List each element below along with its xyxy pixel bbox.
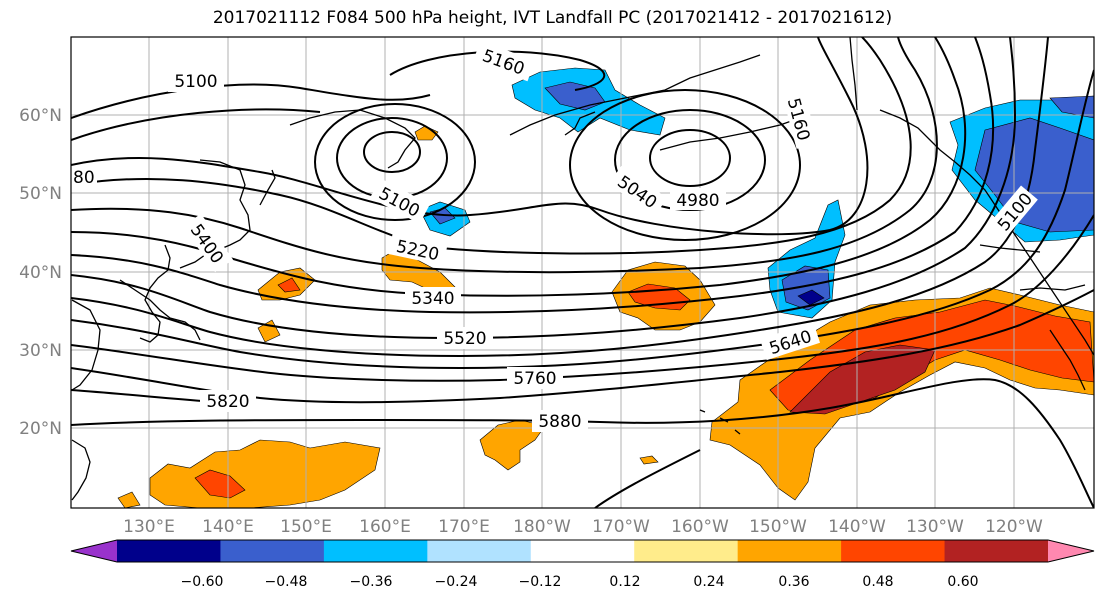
colorbar-tick-label: 0.12 xyxy=(609,574,640,590)
colorbar-segment xyxy=(841,540,946,562)
map-plot-area: 5100 5160 4980 5040 5100 5220 5400 5340 … xyxy=(71,37,1094,508)
latitude-labels: 60°N 50°N 40°N 30°N 20°N xyxy=(19,106,62,439)
contour-label: 5340 xyxy=(411,289,454,309)
lon-label: 160°E xyxy=(359,517,411,537)
lon-label: 180°W xyxy=(513,517,571,537)
map-frame xyxy=(70,36,1095,509)
colorbar-tick-label: −0.48 xyxy=(265,574,308,590)
colorbar-outline xyxy=(70,539,1095,563)
colorbar: −0.60 −0.48 −0.36 −0.24 −0.12 0.12 0.24 … xyxy=(70,539,1095,590)
longitude-labels: 130°E 140°E 150°E 160°E 170°E 180°W 170°… xyxy=(123,517,1043,537)
lon-label: 140°E xyxy=(202,517,254,537)
colorbar-tick-label: −0.60 xyxy=(181,574,224,590)
colorbar-ticks: −0.60 −0.48 −0.36 −0.24 −0.12 0.12 0.24 … xyxy=(181,574,979,590)
contour-label: 5880 xyxy=(538,412,581,432)
colorbar-segment xyxy=(323,540,428,562)
lon-label: 130°W xyxy=(906,517,964,537)
colorbar-segment xyxy=(737,540,842,562)
contour-label: 5100 xyxy=(174,72,217,92)
colorbar-tick-label: −0.36 xyxy=(350,574,393,590)
lon-label: 130°E xyxy=(123,517,175,537)
lon-label: 170°W xyxy=(592,517,650,537)
lon-label: 160°W xyxy=(671,517,729,537)
colorbar-extend-max xyxy=(1048,540,1094,562)
colorbar-segment xyxy=(117,540,221,562)
colorbar-extend-min xyxy=(71,540,117,562)
contour-label: 5520 xyxy=(443,329,486,349)
map-title: 2017021112 F084 500 hPa height, IVT Land… xyxy=(212,8,893,28)
colorbar-segment xyxy=(944,540,1049,562)
colorbar-tick-label: 0.48 xyxy=(862,574,893,590)
colorbar-tick-label: −0.12 xyxy=(519,574,562,590)
coastlines xyxy=(71,37,1094,501)
colorbar-segment xyxy=(220,540,325,562)
lat-label: 30°N xyxy=(19,341,62,361)
lat-label: 40°N xyxy=(19,263,62,283)
contour-label: 5820 xyxy=(206,392,249,412)
lon-label: 150°W xyxy=(749,517,807,537)
colorbar-segment xyxy=(634,540,739,562)
colorbar-tick-label: 0.36 xyxy=(778,574,809,590)
lon-label: 150°E xyxy=(280,517,332,537)
lat-label: 60°N xyxy=(19,106,62,126)
lat-label: 20°N xyxy=(19,419,62,439)
contour-label: 5760 xyxy=(513,369,556,389)
colorbar-tick-label: 0.24 xyxy=(693,574,724,590)
colorbar-segment xyxy=(427,540,532,562)
lon-label: 170°E xyxy=(438,517,490,537)
contour-label: 80 xyxy=(73,168,95,188)
lat-label: 50°N xyxy=(19,184,62,204)
colorbar-tick-label: 0.60 xyxy=(947,574,978,590)
contour-label: 4980 xyxy=(676,191,719,211)
lon-label: 120°W xyxy=(985,517,1043,537)
colorbar-tick-label: −0.24 xyxy=(435,574,478,590)
colorbar-segment xyxy=(530,540,635,562)
lon-label: 140°W xyxy=(828,517,886,537)
colorbar-segments xyxy=(70,539,1095,563)
